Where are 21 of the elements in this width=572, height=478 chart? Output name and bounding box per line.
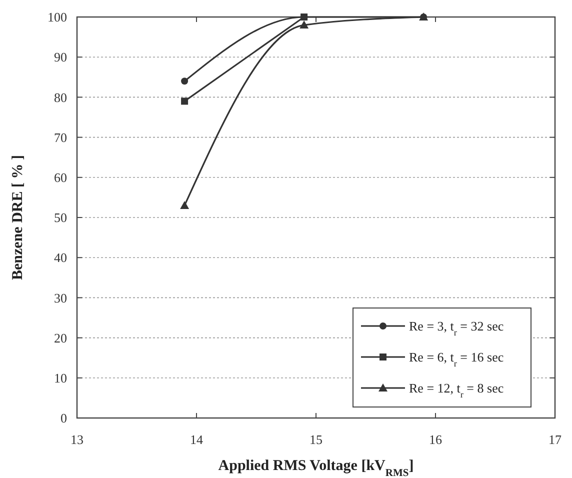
- legend-label: Re = 3, t$_{r}$ = 32 sec: [409, 318, 504, 338]
- x-tick-label: 17: [548, 432, 562, 447]
- legend-label: Re = 6, t$_{r}$ = 16 sec: [409, 350, 504, 369]
- y-tick-label: 50: [54, 210, 67, 226]
- x-tick-label: 16: [429, 432, 442, 447]
- x-tick-label: 14: [190, 432, 204, 447]
- y-axis-title: Benzene DRE [ % ]: [10, 155, 26, 280]
- y-tick-label: 70: [54, 130, 67, 145]
- y-tick-label: 40: [54, 250, 67, 266]
- y-tick-label: 90: [54, 50, 67, 65]
- y-tick-label: 100: [48, 10, 67, 25]
- x-tick-label: 15: [310, 432, 322, 447]
- x-axis-title: Applied RMS Voltage [kV$_{RMS}$]: [218, 458, 414, 478]
- y-tick-label: 0: [60, 410, 67, 426]
- x-tick-label: 13: [70, 432, 84, 447]
- y-tick-label: 20: [54, 330, 67, 346]
- y-tick-label: 80: [54, 90, 67, 105]
- legend-label: Re = 12, t$_{r}$ = 8 sec: [409, 380, 504, 400]
- y-tick-label: 10: [54, 370, 67, 386]
- y-tick-label: 60: [54, 170, 67, 185]
- y-tick-label: 30: [54, 290, 67, 306]
